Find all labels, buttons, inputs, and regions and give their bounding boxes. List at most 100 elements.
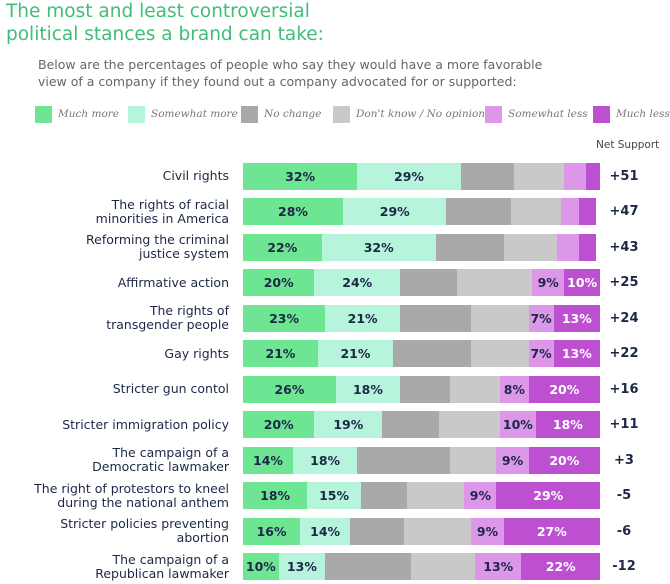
bar-segment — [528, 304, 554, 332]
bar-segment — [325, 553, 411, 580]
net-support-label: +25 — [609, 275, 639, 290]
bar-segment — [403, 517, 472, 545]
bar-segment — [243, 233, 322, 261]
net-support-label: +43 — [609, 239, 639, 255]
bar-segment — [243, 340, 318, 367]
value-label: 8% — [503, 381, 525, 397]
value-label: 20% — [549, 452, 580, 468]
value-label: 18% — [352, 381, 383, 397]
bar-segment — [514, 162, 565, 190]
bar-segment — [528, 375, 600, 403]
bar-segment — [243, 162, 358, 190]
net-support-label: +3 — [614, 452, 634, 468]
net-support-label: +51 — [609, 168, 639, 184]
legend-swatch — [485, 106, 502, 123]
value-label: 18% — [260, 488, 291, 503]
net-support-label: +16 — [609, 381, 639, 397]
bar-segment — [292, 446, 358, 474]
bar-segment — [400, 269, 458, 296]
category-label: Civil rights — [162, 168, 229, 183]
value-label: 29% — [533, 488, 564, 503]
category-label: The campaign of a Democratic lawmaker — [92, 445, 229, 474]
bar-segment — [243, 411, 315, 438]
value-label: 9% — [476, 523, 499, 539]
value-label: 13% — [286, 559, 317, 574]
category-label: The campaign of a Republican lawmaker — [95, 551, 229, 581]
value-label: 10% — [245, 559, 276, 574]
bar-segment — [532, 269, 565, 296]
bar-segment — [350, 517, 404, 545]
bar-segment — [471, 340, 529, 367]
bar-segment — [510, 198, 561, 225]
value-label: 28% — [278, 204, 308, 219]
value-label: 19% — [333, 417, 364, 432]
bar-segment — [503, 233, 558, 261]
category-label: The rights of transgender people — [106, 303, 229, 332]
value-label: 13% — [561, 346, 592, 361]
bar-segment — [342, 198, 447, 225]
category-label: Stricter gun contol — [112, 381, 229, 396]
bar-segment — [460, 162, 515, 190]
bar-segment — [278, 553, 326, 580]
legend-label: Much less — [616, 108, 670, 120]
value-label: 18% — [552, 417, 583, 432]
legend-swatch — [241, 106, 258, 123]
value-label: 14% — [253, 452, 283, 468]
category-label: Stricter immigration policy — [62, 416, 229, 432]
net-support-label: +22 — [609, 346, 639, 361]
bar-segment — [335, 375, 401, 403]
chart-title: The most and least controversial politic… — [6, 1, 324, 45]
legend-swatch — [593, 106, 610, 123]
value-label: 7% — [530, 310, 552, 326]
chart-subtitle: Below are the percentages of people who … — [38, 57, 543, 89]
bar-segment — [439, 411, 501, 438]
category-label: Affirmative action — [117, 274, 229, 290]
bar-segment — [243, 198, 343, 225]
value-label: 9% — [537, 275, 559, 290]
legend-swatch — [128, 106, 145, 123]
bar-segment — [564, 269, 600, 296]
bar-segment — [557, 233, 579, 261]
bar-segment — [450, 375, 501, 403]
bar-segment — [578, 198, 597, 225]
net-support-label: -6 — [616, 523, 632, 539]
bar-segment — [410, 553, 476, 580]
bar-segment — [560, 198, 579, 225]
value-label: 10% — [567, 275, 598, 290]
bar-segment — [450, 446, 497, 474]
value-label: 23% — [269, 310, 300, 326]
value-label: 7% — [530, 346, 552, 361]
bar-segment — [357, 162, 461, 190]
bar-segment — [300, 517, 351, 545]
category-label: The right of protestors to kneel during … — [34, 480, 229, 510]
bar-segment — [553, 304, 600, 332]
category-label: Stricter policies preventing abortion — [60, 516, 229, 545]
value-label: 22% — [267, 239, 298, 255]
category-label: Gay rights — [164, 345, 229, 361]
value-label: 29% — [379, 204, 410, 219]
category-label: Reforming the criminal justice system — [86, 232, 229, 261]
value-label: 10% — [502, 417, 533, 432]
legend-label: Don't know / No opinion — [356, 108, 486, 120]
bar-segment — [243, 304, 326, 332]
bar-segment — [503, 517, 600, 545]
legend-swatch — [35, 106, 52, 123]
bar-segment — [585, 162, 600, 190]
value-label: 21% — [347, 310, 378, 326]
bar-segment — [564, 162, 586, 190]
legend-label: Somewhat less — [508, 108, 588, 120]
legend-swatch — [333, 106, 350, 123]
value-label: 14% — [310, 523, 341, 539]
net-support-label: +47 — [609, 204, 639, 219]
bar-segment — [400, 304, 472, 332]
category-label: The rights of racial minorities in Ameri… — [95, 196, 229, 226]
bar-segment — [578, 233, 597, 261]
bar-segment — [407, 482, 465, 509]
value-label: 32% — [363, 239, 394, 255]
value-label: 9% — [501, 452, 524, 468]
bar-segment — [392, 340, 472, 367]
net-support-label: -12 — [612, 559, 636, 574]
bar-segment — [521, 553, 600, 580]
net-support-label: -5 — [616, 488, 632, 503]
